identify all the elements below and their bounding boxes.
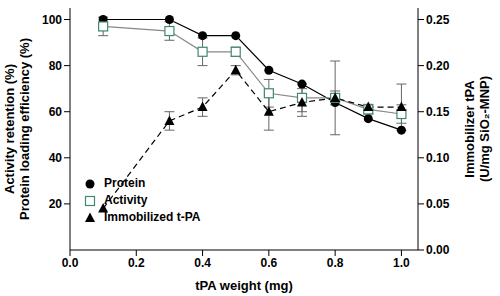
svg-text:0.15: 0.15 (426, 105, 450, 119)
svg-text:tPA weight (mg): tPA weight (mg) (195, 278, 293, 293)
html-text:Immobilized t-PA: Immobilized t-PA (104, 210, 201, 224)
svg-text:100: 100 (42, 13, 62, 27)
svg-text:0.6: 0.6 (261, 256, 278, 270)
svg-text:0.2: 0.2 (128, 256, 145, 270)
svg-text:0.20: 0.20 (426, 59, 450, 73)
svg-text:(U/mg SiO₂-MNP): (U/mg SiO₂-MNP) (477, 76, 492, 182)
svg-text:0.00: 0.00 (426, 243, 450, 257)
svg-text:0.10: 0.10 (426, 151, 450, 165)
svg-text:0.25: 0.25 (426, 13, 450, 27)
svg-text:0.8: 0.8 (327, 256, 344, 270)
html-text:Protein: Protein (104, 176, 146, 190)
svg-text:Immobilizer tPA: Immobilizer tPA (462, 80, 477, 178)
svg-text:80: 80 (49, 59, 63, 73)
svg-text:Activity retention (%): Activity retention (%) (8, 64, 17, 194)
svg-text:0.4: 0.4 (194, 256, 211, 270)
svg-text:40: 40 (49, 151, 63, 165)
svg-text:20: 20 (49, 197, 63, 211)
svg-text:0.05: 0.05 (426, 197, 450, 211)
svg-text:1.0: 1.0 (393, 256, 410, 270)
svg-text:Protein loading efficiency (%): Protein loading efficiency (%) (17, 38, 32, 220)
svg-text:60: 60 (49, 105, 63, 119)
html-text:Activity: Activity (104, 193, 148, 207)
svg-text:0.0: 0.0 (62, 256, 79, 270)
